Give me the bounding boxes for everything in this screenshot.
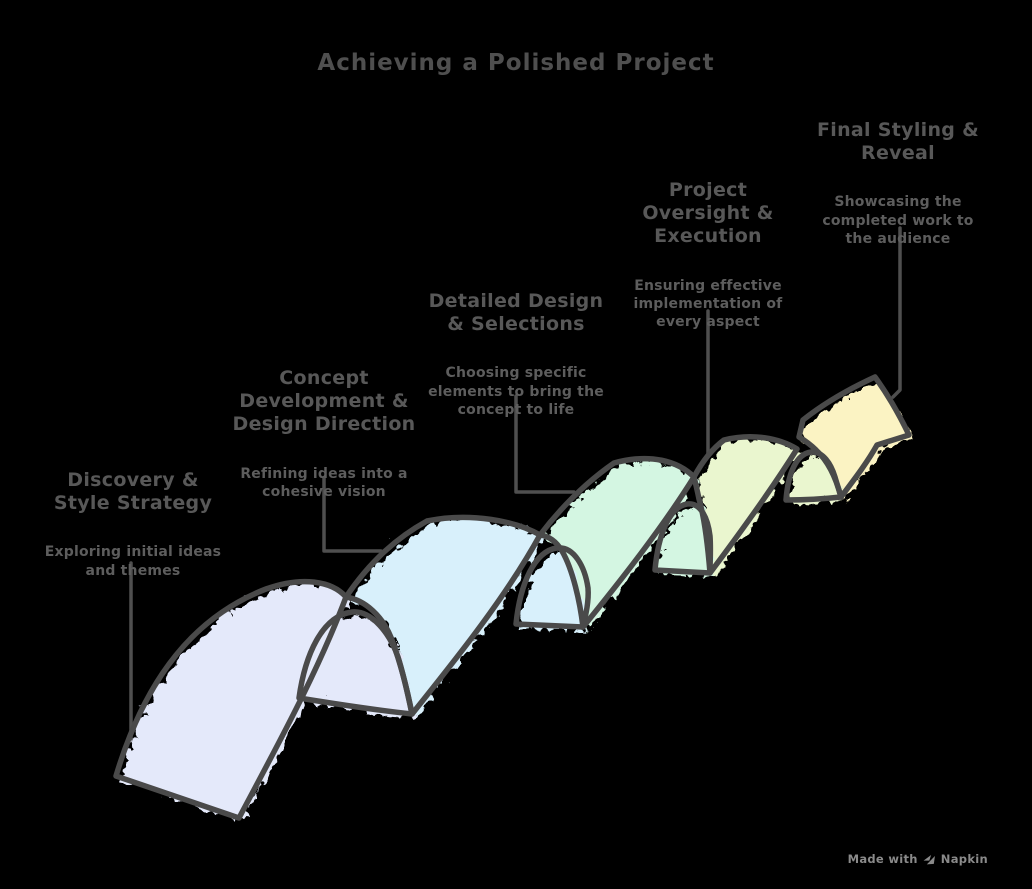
connector-stage-3	[514, 394, 576, 494]
stage-2-title: Concept Development & Design Direction	[232, 367, 416, 436]
stage-block-5: Final Styling & Reveal Showcasing the co…	[780, 100, 1016, 267]
made-with-text: Made with	[847, 852, 918, 866]
stage-2-description: Refining ideas into a cohesive vision	[240, 465, 408, 500]
stage-block-1: Discovery & Style Strategy Exploring ini…	[15, 450, 251, 599]
connector-stage-2	[322, 476, 383, 553]
connector-stage-5	[891, 226, 902, 399]
stage-3-description: Choosing specific elements to bring the …	[428, 365, 604, 418]
page-title: Achieving a Polished Project	[317, 50, 715, 76]
stage-block-2: Concept Development & Design Direction R…	[206, 348, 442, 520]
stage-1-description: Exploring initial ideas and themes	[44, 544, 222, 579]
connector-lines	[129, 226, 902, 743]
footer-watermark: Made with Napkin	[848, 852, 988, 866]
stage-5-description: Showcasing the completed work to the aud…	[822, 194, 974, 247]
brand-text: Napkin	[940, 852, 988, 866]
napkin-logo-icon	[923, 854, 935, 864]
stage-block-4: Project Oversight & Execution Ensuring e…	[590, 160, 826, 350]
stage-4-title: Project Oversight & Execution	[642, 179, 774, 248]
stage-4-description: Ensuring effective implementation of eve…	[633, 277, 783, 330]
stage-block-3: Detailed Design & Selections Choosing sp…	[398, 271, 634, 438]
stage-1-title: Discovery & Style Strategy	[53, 469, 213, 515]
stage-3-title: Detailed Design & Selections	[428, 290, 604, 336]
stage-5-title: Final Styling & Reveal	[817, 119, 979, 165]
